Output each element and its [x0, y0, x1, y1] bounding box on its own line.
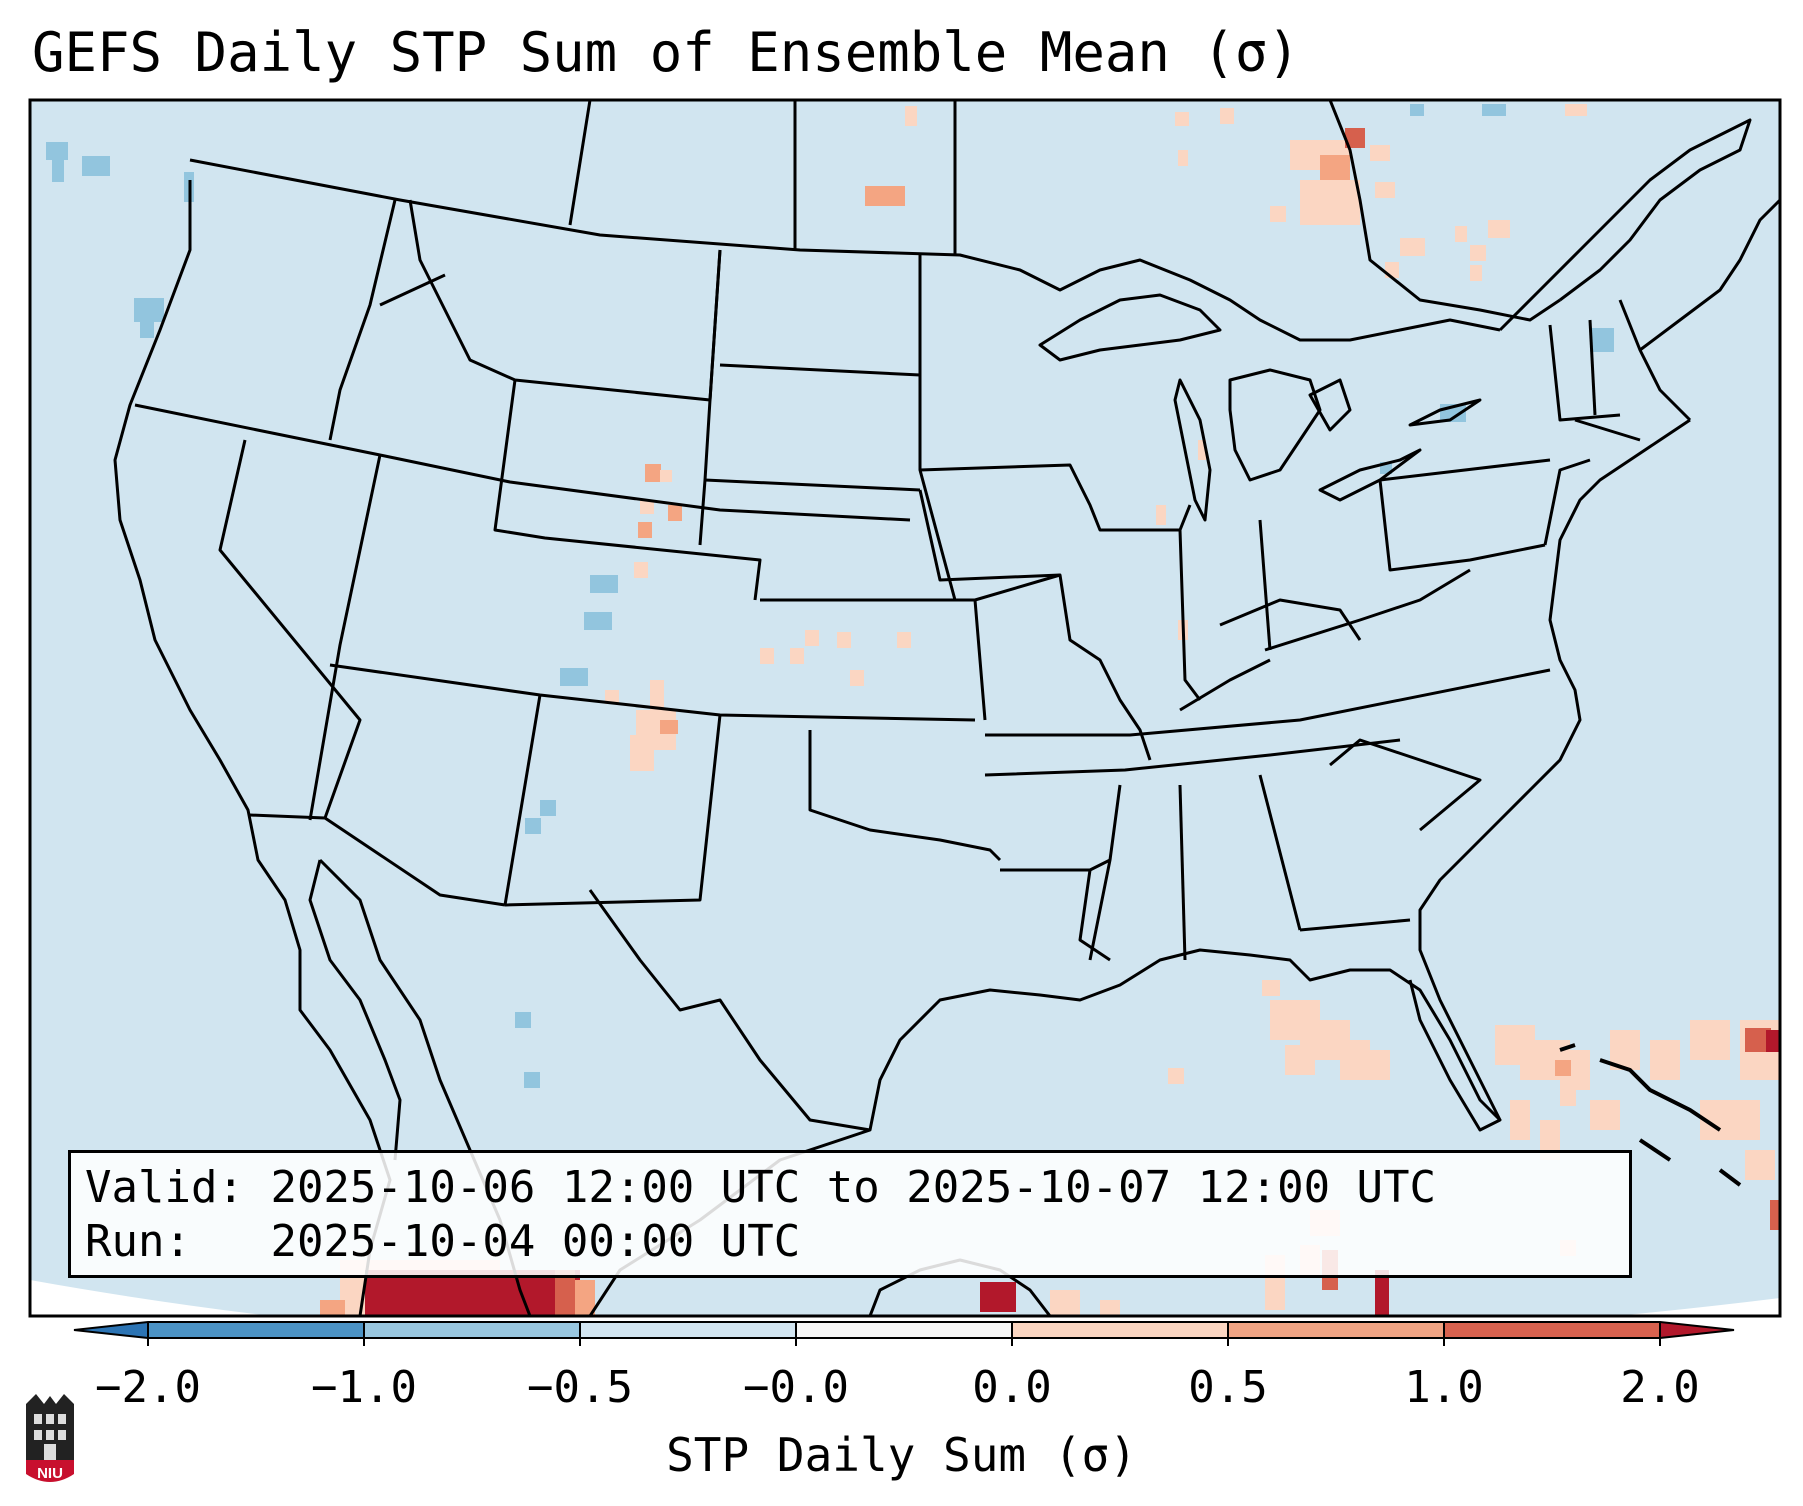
colorbar-segment [1228, 1322, 1444, 1338]
colorbar [73, 1321, 1735, 1346]
boundaries [113, 100, 1780, 1316]
colorbar-tick-label: 2.0 [1620, 1362, 1700, 1413]
colorbar-segment [580, 1322, 796, 1338]
valid-label: Valid: [85, 1162, 244, 1213]
colorbar-segment [1012, 1322, 1228, 1338]
figure-title: GEFS Daily STP Sum of Ensemble Mean (σ) [32, 21, 1300, 84]
colorbar-tick-labels: −2.0 −1.0 −0.5 −0.0 0.0 0.5 1.0 2.0 [0, 1362, 1803, 1418]
colorbar-tick-label: 0.5 [1188, 1362, 1268, 1413]
colorbar-tick-label: −0.0 [743, 1362, 849, 1413]
map-frame [28, 98, 1782, 1318]
colorbar-tick-label: −2.0 [95, 1362, 201, 1413]
niu-logo: NIU [26, 1394, 74, 1482]
colorbar-segment [796, 1322, 1012, 1338]
colorbar-extend-high [1660, 1322, 1734, 1338]
colorbar-label: STP Daily Sum (σ) [666, 1428, 1137, 1482]
colorbar-tick-label: 0.0 [972, 1362, 1052, 1413]
colorbar-segment [1444, 1322, 1660, 1338]
projected-domain [30, 100, 1780, 1316]
colorbar-tick-label: −1.0 [311, 1362, 417, 1413]
logo-text: NIU [37, 1465, 63, 1482]
valid-value: 2025-10-06 12:00 UTC to 2025-10-07 12:00… [270, 1162, 1437, 1213]
valid-run-info-box: Valid: 2025-10-06 12:00 UTC to 2025-10-0… [68, 1150, 1632, 1278]
colorbar-tick-label: −0.5 [527, 1362, 633, 1413]
run-label: Run: [85, 1216, 191, 1267]
colorbar-tick-label: 1.0 [1404, 1362, 1484, 1413]
colorbar-segment [364, 1322, 580, 1338]
colorbar-segment [148, 1322, 364, 1338]
caribbean-islands [1559, 1043, 1742, 1187]
run-value: 2025-10-04 00:00 UTC [270, 1216, 801, 1267]
colorbar-extend-low [74, 1322, 148, 1338]
